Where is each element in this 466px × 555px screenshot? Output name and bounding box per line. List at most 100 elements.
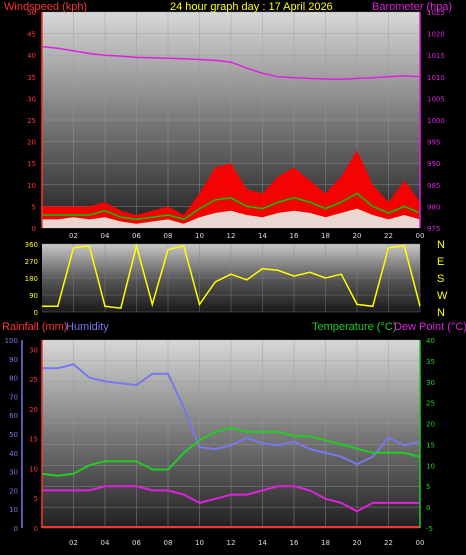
humidity-tick: 100 [5,337,18,345]
wind-x-tick: 18 [321,232,330,240]
wind-x-tick: 16 [290,232,299,240]
humidity-tick: 60 [9,412,18,420]
rain-label: Rainfall (mm) [2,321,67,333]
barometer-tick: 1010 [427,74,445,82]
barometer-tick: 1000 [427,117,445,125]
temp-tick: 30 [426,379,435,387]
barometer-tick: 975 [427,225,440,233]
wind-left-tick: 40 [27,52,36,60]
temp-tick: 15 [426,441,435,449]
humidity-tick: 80 [9,375,18,383]
wind-left-tick: 50 [27,9,36,17]
temp-x-tick: 10 [195,539,204,547]
temp-tick: -5 [426,525,433,533]
humidity-tick: 10 [9,506,18,514]
wind-x-tick: 10 [195,232,204,240]
direction-tick: 90 [29,292,38,300]
barometer-tick: 995 [427,139,440,147]
wind-ticks: 0510152025303540455097598098599099510001… [27,9,445,240]
barometer-tick: 985 [427,182,440,190]
temp-series [41,363,421,528]
barometer-tick: 1015 [427,52,445,60]
wind-x-tick: 06 [132,232,141,240]
wind-x-tick: 12 [227,232,236,240]
temp-x-tick: 04 [101,539,110,547]
temp-x-tick: 00 [416,539,425,547]
humidity-label: Humidity [66,321,109,333]
direction-tick: 270 [25,258,38,266]
wind-x-tick: 08 [164,232,173,240]
temp-tick: 20 [426,421,435,429]
humidity-line [42,363,421,466]
temp-tick: 40 [426,337,435,345]
temp-tick: 25 [426,400,435,408]
wind-left-tick: 30 [27,95,36,103]
humidity-tick: 30 [9,469,18,477]
chart-title: 24 hour graph day : 17 April 2026 [170,1,333,13]
humidity-tick: 70 [9,393,18,401]
rain-tick: 20 [29,406,38,414]
direction-tick: 360 [25,241,38,249]
avg-line [42,192,421,221]
temp-x-tick: 16 [290,539,299,547]
temp-tick: 35 [426,358,435,366]
temp-x-tick: 06 [132,539,141,547]
humidity-tick: 40 [9,450,18,458]
temp-x-tick: 20 [353,539,362,547]
humidity-tick: 90 [9,356,18,364]
temperature-label: Temperature (°C) [312,321,396,333]
temp-x-tick: 08 [164,539,173,547]
wind-x-tick: 04 [101,232,110,240]
wind-x-tick: 14 [258,232,267,240]
humidity-tick: 20 [9,487,18,495]
temp-ticks: -505101520253035400102030405060708090100… [5,337,435,547]
wind-left-tick: 10 [27,182,36,190]
direction-series [42,242,421,310]
wind-x-tick: 02 [69,232,78,240]
temp-x-tick: 18 [321,539,330,547]
barometer-tick: 1020 [427,31,445,39]
wind-left-tick: 20 [27,139,36,147]
temp-tick: 10 [426,462,435,470]
wind-left-tick: 0 [32,225,36,233]
wind-left-tick: 45 [27,31,36,39]
rain-tick: 5 [34,495,38,503]
barometer-tick: 1025 [427,9,445,17]
wind-left-tick: 35 [27,74,36,82]
dewpoint-line [42,485,420,513]
direction-grid [42,243,421,313]
wind-left-tick: 15 [27,160,36,168]
temp-x-tick: 02 [69,539,78,547]
wind-right-label: Barometer (hpa) [372,1,452,13]
wind-area [42,208,420,228]
compass-letter: E [437,256,444,268]
direction-line [42,242,421,310]
rain-tick: 0 [34,525,38,533]
compass-letter: N [437,239,445,251]
barometer-tick: 1005 [427,95,445,103]
wind-x-tick: 20 [353,232,362,240]
temp-x-tick: 14 [258,539,267,547]
wind-left-label: Windspeed (kph) [4,1,87,13]
temp-x-tick: 12 [227,539,236,547]
wind-left-tick: 25 [27,117,36,125]
temperature-line [41,426,421,477]
temp-x-tick: 22 [384,539,393,547]
rain-tick: 15 [29,436,38,444]
rain-tick: 25 [29,376,38,384]
compass-letter: W [437,290,448,302]
wind-left-tick: 5 [32,203,36,211]
rain-tick: 10 [29,465,38,473]
compass-letter: S [437,273,444,285]
rain-tick: 30 [29,346,38,354]
dewpoint-label: Dew Point (°C) [394,321,466,333]
humidity-tick: 50 [9,431,18,439]
humidity-tick: 0 [14,525,18,533]
wind-series [41,45,421,228]
direction-tick: 180 [25,275,38,283]
barometer-line [41,45,421,81]
wind-x-tick: 22 [384,232,393,240]
wind-x-tick: 00 [416,232,425,240]
